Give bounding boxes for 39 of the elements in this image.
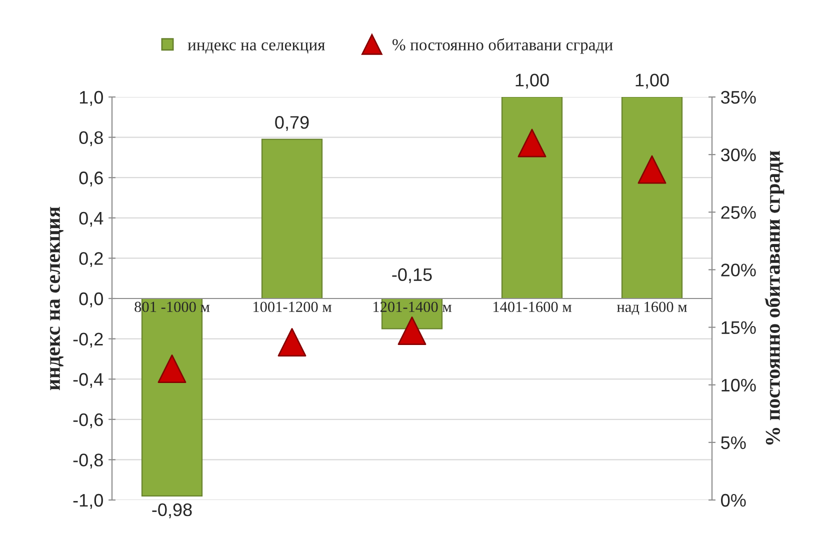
point: [518, 128, 546, 158]
bar: [261, 138, 323, 300]
x-tick-label: 1001-1200 м: [254, 302, 332, 312]
y-tick-label: -0,2: [73, 332, 103, 348]
y-axis-title: индекс на селекция: [50, 206, 64, 390]
point: [158, 354, 186, 383]
y-tick-label: -0,8: [73, 454, 103, 469]
y-tick-label: -0,6: [73, 413, 103, 428]
y-tick-label: -0,4: [73, 373, 104, 388]
x-tick-label: над 1600 м: [616, 302, 687, 315]
y2-axis-title: % постоянно обитавани сгради: [764, 150, 784, 445]
y2-tick-label: 30%: [721, 148, 756, 162]
y-tick-label: 0,0: [79, 292, 103, 308]
point: [398, 316, 426, 345]
y2-tick-label: 25%: [721, 206, 756, 219]
y-tick-label: 0,6: [79, 172, 103, 186]
data-label: -0,98: [152, 503, 192, 518]
y2-tick-label: 5%: [721, 436, 746, 450]
point: [278, 328, 306, 356]
legend-label: индекс на селекция: [188, 42, 325, 54]
point: [638, 155, 666, 184]
y-tick-label: -1,0: [73, 494, 103, 509]
y2-tick-label: 15%: [722, 321, 756, 334]
data-label: 0,79: [275, 116, 309, 131]
data-label: -0,15: [392, 268, 432, 284]
y-tick-label: 0,2: [79, 252, 103, 268]
y2-tick-label: 35%: [721, 90, 756, 104]
data-label: 1,00: [516, 74, 549, 89]
data-label: 1,00: [636, 74, 669, 89]
legend-label: % постоянно обитавани сгради: [392, 38, 613, 54]
x-tick-label: 1401-1600 м: [494, 302, 572, 312]
y-tick-label: 0,8: [79, 131, 103, 146]
y2-tick-label: 10%: [722, 378, 756, 392]
bar: [621, 97, 683, 300]
y-tick-label: 0,4: [79, 212, 104, 227]
y2-tick-label: 0%: [721, 494, 746, 507]
bar: [501, 97, 563, 300]
y2-tick-label: 20%: [721, 264, 756, 276]
y-tick-label: 1,0: [80, 90, 103, 106]
